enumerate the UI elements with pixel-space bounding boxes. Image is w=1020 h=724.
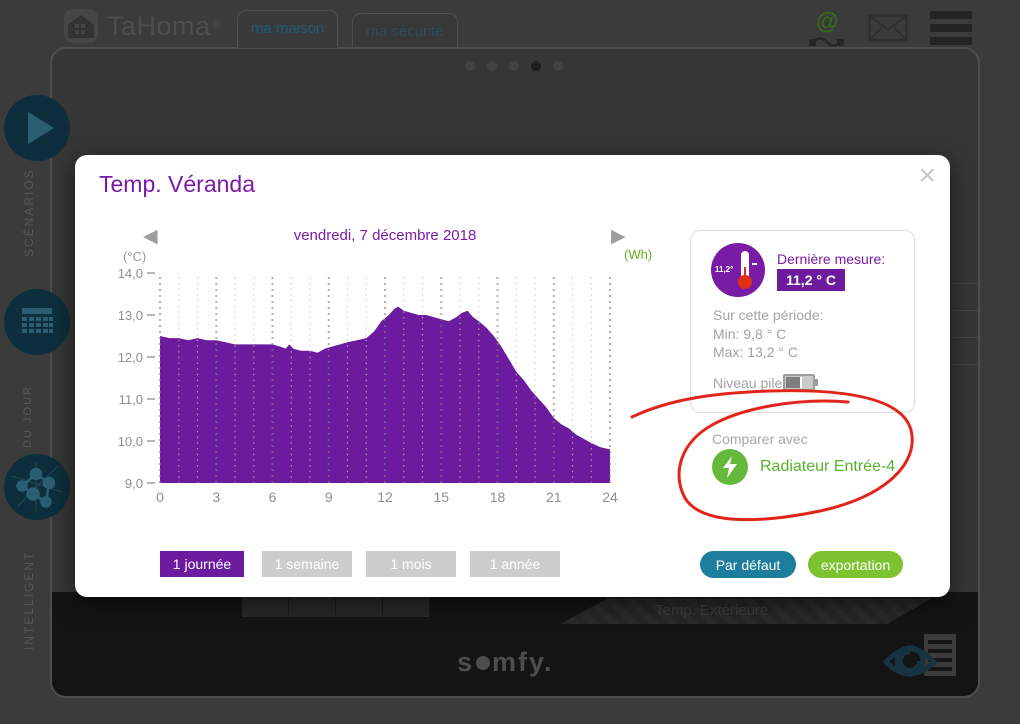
- period-1-month-button[interactable]: 1 mois: [366, 551, 456, 577]
- device-banner-temp-exterieure[interactable]: Temp. Extérieure: [560, 598, 932, 624]
- last-measure-label: Dernière mesure:: [777, 251, 886, 267]
- y2-axis-unit: (Wh): [624, 247, 653, 262]
- y-axis-unit: (°C): [123, 249, 147, 264]
- daily-measure-button[interactable]: [4, 289, 70, 355]
- svg-text:18: 18: [490, 489, 506, 505]
- svg-text:12: 12: [377, 489, 393, 505]
- dialog-title: Temp. Véranda: [99, 171, 255, 197]
- network-icon: [12, 462, 62, 512]
- app-title: TaHoma: [107, 10, 211, 41]
- svg-text:9,0: 9,0: [125, 476, 143, 491]
- svg-text:15: 15: [434, 489, 450, 505]
- tab-ma-maison[interactable]: ma maison: [237, 10, 338, 48]
- svg-text:3: 3: [212, 489, 220, 505]
- sidebar-label-intelligent: INTELLIGENT: [22, 550, 36, 650]
- carousel-dot[interactable]: [487, 61, 497, 71]
- carousel-dot[interactable]: [553, 61, 563, 71]
- somfy-o-ring: [476, 655, 491, 670]
- radiator-energy-icon: [712, 449, 748, 485]
- svg-text:12,0: 12,0: [118, 350, 143, 365]
- thermometer-value: 11,2°: [715, 265, 734, 274]
- scenarios-button[interactable]: [4, 95, 70, 161]
- tab-ma-securite[interactable]: ma sécurité: [352, 13, 458, 48]
- close-icon[interactable]: ×: [918, 159, 936, 192]
- svg-text:21: 21: [546, 489, 562, 505]
- calendar-grid-icon: [22, 308, 53, 333]
- battery-level-label: Niveau pile:: [713, 375, 787, 391]
- compare-device-row[interactable]: Radiateur Entrée-4: [712, 449, 895, 485]
- svg-text:6: 6: [269, 489, 277, 505]
- background-table-cells: [242, 595, 430, 617]
- period-1-year-button[interactable]: 1 année: [470, 551, 560, 577]
- svg-text:10,0: 10,0: [118, 434, 143, 449]
- compare-device-label: Radiateur Entrée-4: [760, 458, 896, 475]
- period-1-day-button[interactable]: 1 journée: [160, 551, 244, 577]
- svg-text:13,0: 13,0: [118, 308, 143, 323]
- measure-info-card: 11,2° Dernière mesure: 11,2 ° C Sur cett…: [690, 230, 915, 413]
- export-button[interactable]: exportation: [808, 551, 903, 578]
- registered-mark: ®: [212, 19, 221, 32]
- svg-text:9: 9: [325, 489, 333, 505]
- carousel-dot[interactable]: [531, 61, 541, 71]
- mail-icon[interactable]: [868, 14, 908, 42]
- max-value: Max: 13,2 ° C: [713, 344, 798, 360]
- connection-status-icon[interactable]: @: [808, 8, 846, 47]
- last-measure-value: 11,2 ° C: [777, 269, 845, 291]
- intelligent-button[interactable]: [4, 454, 70, 520]
- date-label: vendredi, 7 décembre 2018: [293, 227, 477, 244]
- carousel-dot[interactable]: [509, 61, 519, 71]
- period-stats-label: Sur cette période:: [713, 307, 824, 323]
- compare-with-label: Comparer avec: [712, 431, 808, 447]
- sensor-history-dialog: Temp. Véranda × ◀ vendredi, 7 décembre 2…: [75, 155, 950, 597]
- history-eye-icon[interactable]: [882, 628, 960, 692]
- temperature-chart: 14,0 13,0 12,0 11,0 10,0 9,0 0 3 6 9 12 15 18 21 24: [118, 266, 618, 505]
- sidebar-label-scenarios: SCÉNARIOS: [22, 168, 36, 257]
- battery-icon: [783, 374, 818, 391]
- somfy-logo: s mfy.: [457, 647, 554, 677]
- carousel-dot[interactable]: [465, 61, 475, 71]
- house-icon: [64, 9, 98, 43]
- play-icon: [28, 112, 54, 144]
- next-day-arrow[interactable]: ▶: [611, 226, 626, 247]
- svg-text:11,0: 11,0: [119, 392, 143, 407]
- carousel-dots: [465, 61, 563, 71]
- default-button[interactable]: Par défaut: [700, 551, 796, 578]
- svg-text:24: 24: [602, 489, 618, 505]
- svg-text:14,0: 14,0: [118, 266, 143, 281]
- thermometer-icon: 11,2°: [711, 243, 765, 297]
- min-value: Min: 9,8 ° C: [713, 326, 787, 342]
- background-list-rows: [950, 257, 978, 387]
- previous-day-arrow[interactable]: ◀: [143, 226, 158, 247]
- period-1-week-button[interactable]: 1 semaine: [262, 551, 352, 577]
- tahoma-logo: TaHoma ®: [63, 8, 221, 44]
- menu-icon[interactable]: [930, 11, 972, 45]
- svg-text:0: 0: [156, 489, 164, 505]
